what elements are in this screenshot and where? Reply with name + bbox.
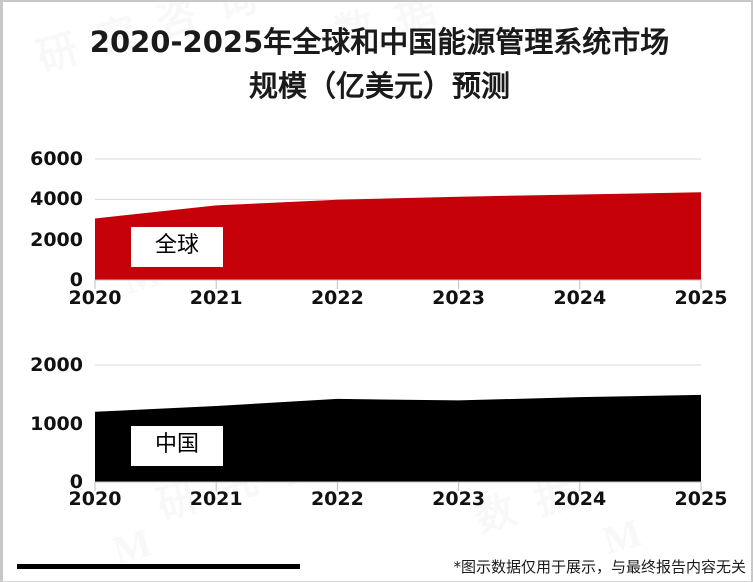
y-tick-label: 6000 bbox=[30, 148, 83, 170]
x-tick-label: 2021 bbox=[189, 488, 243, 510]
chart-china-plot bbox=[94, 364, 702, 491]
area-series-中国 bbox=[95, 394, 701, 482]
footer: *图示数据仅用于展示，与最终报告内容无关 bbox=[3, 554, 751, 581]
x-tick-label: 2023 bbox=[432, 488, 486, 510]
page-title: 2020-2025年全球和中国能源管理系统市场 规模（亿美元）预测 bbox=[3, 20, 751, 108]
x-tick-label: 2025 bbox=[674, 287, 728, 309]
footer-rule bbox=[17, 564, 300, 569]
x-tick-label: 2021 bbox=[189, 287, 243, 309]
y-tick-label: 4000 bbox=[30, 188, 83, 211]
chart-china-x-axis: 2020 2021 2022 2023 2024 2025 bbox=[3, 488, 751, 514]
x-tick-label: 2024 bbox=[553, 287, 607, 309]
y-tick-label: 0 bbox=[69, 471, 83, 493]
footer-note: *图示数据仅用于展示，与最终报告内容无关 bbox=[453, 558, 746, 576]
chart-global-x-axis: 2020 2021 2022 2023 2024 2025 bbox=[3, 287, 751, 313]
area-series-全球 bbox=[95, 192, 701, 280]
x-tick-label: 2022 bbox=[310, 488, 364, 510]
x-tick-label: 2020 bbox=[68, 488, 122, 510]
x-tick-label: 2024 bbox=[553, 488, 607, 510]
x-tick-label: 2020 bbox=[68, 287, 122, 309]
series-label-china: 中国 bbox=[131, 426, 223, 466]
x-tick-label: 2025 bbox=[674, 488, 728, 510]
title-line-2: 规模（亿美元）预测 bbox=[248, 69, 510, 103]
chart-global: 0 2000 4000 6000 2020 2021 2022 2023 2024 2025 bbox=[3, 142, 751, 322]
x-tick-label: 2023 bbox=[432, 287, 486, 309]
chart-global-plot bbox=[94, 158, 702, 289]
y-tick-label: 2000 bbox=[30, 228, 83, 251]
chart-china: 0 1000 2000 2020 2021 2022 2023 2024 2025 bbox=[3, 342, 751, 527]
x-tick-label: 2022 bbox=[310, 287, 364, 309]
chart-china-y-axis: 0 1000 2000 bbox=[3, 342, 83, 527]
y-tick-label: 1000 bbox=[30, 412, 83, 435]
series-label-global: 全球 bbox=[131, 227, 223, 267]
title-line-1: 2020-2025年全球和中国能源管理系统市场 bbox=[89, 25, 670, 59]
y-tick-label: 0 bbox=[69, 269, 83, 291]
chart-global-y-axis: 0 2000 4000 6000 bbox=[3, 142, 83, 322]
y-tick-label: 2000 bbox=[30, 354, 83, 376]
